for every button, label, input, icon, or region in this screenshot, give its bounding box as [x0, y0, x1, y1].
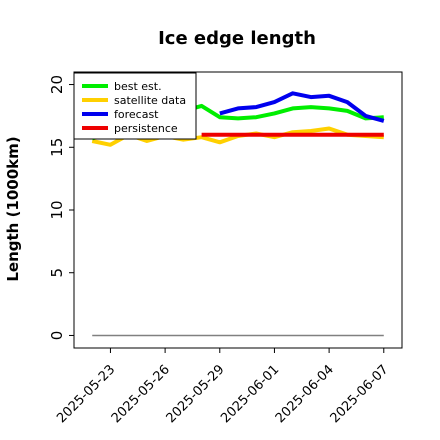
- legend-entry: best est.: [114, 80, 162, 93]
- legend-entry: satellite data: [114, 94, 186, 107]
- series-line-forecast: [219, 91, 385, 123]
- y-axis: 0 5 10 15 20: [48, 75, 74, 340]
- y-tick-label: 15: [48, 138, 66, 157]
- y-tick-label: 10: [48, 200, 66, 219]
- y-tick-label: 0: [48, 331, 66, 341]
- legend-entry: forecast: [114, 108, 159, 121]
- y-tick-label: 20: [48, 75, 66, 94]
- chart-title: Ice edge length: [158, 28, 316, 49]
- y-axis-label: Length (1000km): [4, 136, 22, 281]
- legend: best est.satellite dataforecastpersisten…: [73, 72, 197, 140]
- legend-entry: persistence: [114, 122, 178, 135]
- y-tick-label: 5: [48, 268, 66, 278]
